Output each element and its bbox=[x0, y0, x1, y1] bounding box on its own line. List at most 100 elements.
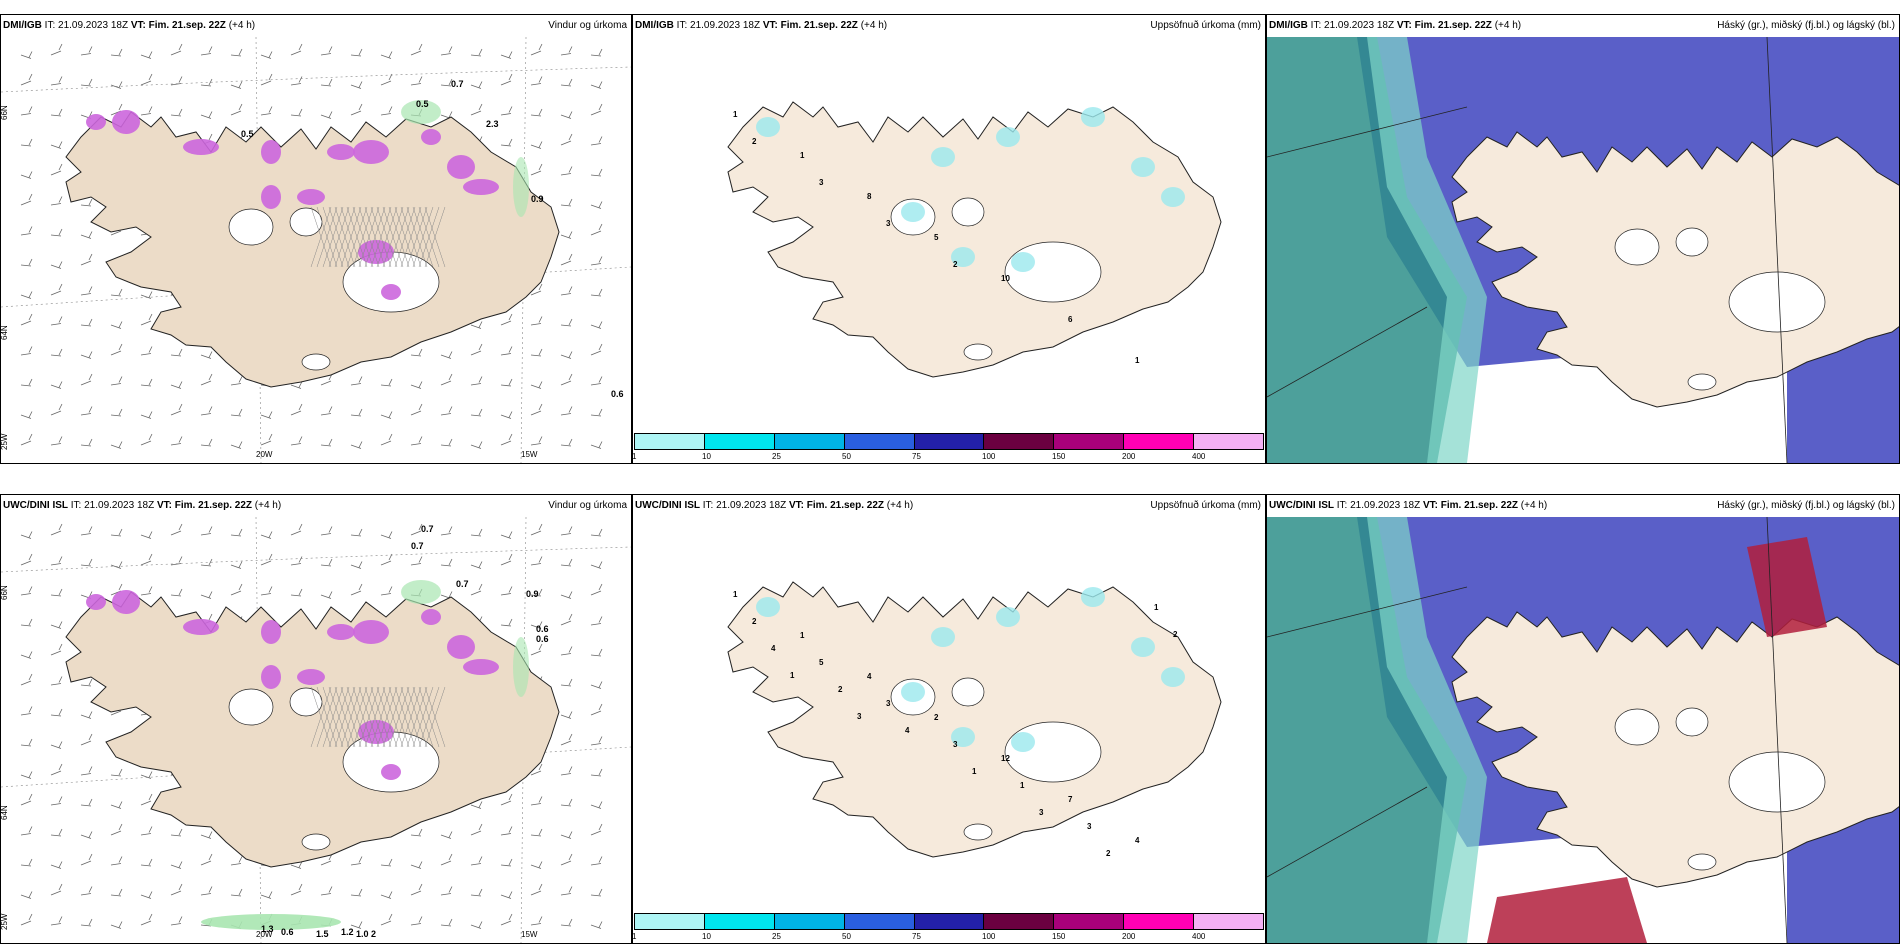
hatch-line bbox=[322, 686, 344, 748]
hatch-line bbox=[346, 206, 368, 268]
accum-cell bbox=[756, 597, 780, 617]
wind-barb bbox=[110, 768, 123, 777]
panel-header: DMI/IGB IT: 21.09.2023 18Z VT: Fim. 21.s… bbox=[1267, 15, 1899, 37]
model-source: UWC/DINI ISL bbox=[3, 500, 68, 511]
wind-barb bbox=[200, 351, 213, 359]
hatch-line bbox=[388, 686, 410, 748]
colorbar-swatch bbox=[1054, 914, 1125, 929]
wind-barb bbox=[590, 223, 603, 236]
wind-barb bbox=[200, 526, 213, 536]
colorbar-tick-label: 1 bbox=[632, 452, 637, 461]
wind-barb bbox=[170, 588, 183, 597]
iceland-landmass bbox=[1451, 611, 1899, 888]
hatch-line bbox=[316, 206, 338, 268]
precip-value-label: 2 bbox=[371, 929, 376, 939]
wind-barb bbox=[470, 408, 483, 417]
accum-value-label: 8 bbox=[867, 192, 872, 201]
accum-value-label: 1 bbox=[800, 151, 805, 160]
wind-barb bbox=[140, 531, 153, 539]
wind-barb bbox=[20, 411, 33, 419]
wind-barb bbox=[50, 76, 63, 86]
wind-barb bbox=[110, 343, 123, 356]
wind-barb bbox=[200, 111, 213, 119]
wind-barb bbox=[230, 376, 243, 386]
hatch-line bbox=[382, 206, 404, 268]
accum-value-label: 4 bbox=[1135, 836, 1140, 845]
high-cloud-dense bbox=[1747, 537, 1827, 637]
wind-barb bbox=[170, 523, 183, 536]
light-precip-area bbox=[513, 637, 529, 697]
precip-cell bbox=[297, 669, 325, 685]
wind-barb bbox=[530, 883, 543, 896]
wind-barb bbox=[110, 288, 123, 297]
accum-value-label: 12 bbox=[1001, 754, 1010, 763]
lead-time: (+4 h) bbox=[1494, 20, 1522, 31]
wind-barb bbox=[80, 853, 93, 866]
wind-barb bbox=[50, 163, 63, 176]
precip-cell bbox=[327, 144, 355, 160]
wind-barb bbox=[170, 381, 183, 389]
accum-cell bbox=[951, 247, 975, 267]
wind-barb bbox=[590, 921, 603, 929]
init-time: IT: 21.09.2023 18Z bbox=[44, 20, 129, 31]
wind-barb bbox=[500, 378, 513, 387]
wind-barb bbox=[20, 171, 33, 179]
wind-barb bbox=[440, 831, 453, 839]
colorbar-tick-label: 400 bbox=[1192, 452, 1206, 461]
accum-value-label: 1 bbox=[733, 590, 738, 599]
wind-barb bbox=[560, 166, 573, 176]
precip-areas bbox=[86, 590, 499, 780]
hatch-line bbox=[346, 686, 368, 748]
init-time: IT: 21.09.2023 18Z bbox=[70, 500, 155, 511]
wind-barb bbox=[410, 828, 423, 837]
wind-barb bbox=[470, 921, 483, 929]
wind-barb bbox=[50, 796, 63, 806]
colorbar-swatch bbox=[844, 434, 915, 449]
wind-barb bbox=[80, 253, 93, 266]
wind-barb bbox=[80, 286, 93, 296]
wind-barb bbox=[500, 313, 513, 326]
panel-title: Vindur og úrkoma bbox=[548, 20, 627, 31]
wind-barb bbox=[20, 618, 33, 627]
wind-barb bbox=[500, 891, 513, 899]
accum-value-label: 2 bbox=[752, 617, 757, 626]
wind-barb bbox=[590, 703, 603, 716]
lat-line bbox=[1, 746, 631, 788]
model-source: UWC/DINI ISL bbox=[635, 500, 700, 511]
wind-barb bbox=[500, 858, 513, 867]
wind-barb bbox=[80, 231, 93, 239]
lon-label-20w: 20W bbox=[256, 450, 273, 459]
wind-barb bbox=[470, 801, 483, 809]
precip-cell bbox=[447, 155, 475, 179]
hatch-line bbox=[328, 686, 350, 748]
wind-barb bbox=[320, 558, 333, 567]
hatch-line bbox=[394, 206, 416, 268]
accum-cell bbox=[1011, 732, 1035, 752]
wind-barb bbox=[80, 373, 93, 386]
wind-barb bbox=[110, 888, 123, 897]
light-precip-area bbox=[401, 580, 441, 604]
wind-barb bbox=[590, 408, 603, 417]
precip-cell bbox=[261, 665, 281, 689]
iceland-landmass bbox=[727, 581, 1222, 858]
wind-barb bbox=[200, 853, 213, 866]
wind-barb bbox=[20, 793, 33, 806]
precip-cell bbox=[327, 624, 355, 640]
coastline bbox=[727, 101, 1222, 378]
lon-label-15w: 15W bbox=[521, 450, 538, 459]
glacier-myrdalsjokull bbox=[963, 823, 993, 841]
wind-barb bbox=[530, 523, 543, 536]
wind-barb bbox=[590, 736, 603, 746]
coastline bbox=[1451, 131, 1899, 408]
wind-barb bbox=[410, 403, 423, 416]
light-precip-area bbox=[201, 914, 341, 930]
wind-barb bbox=[560, 591, 573, 599]
precip-cell bbox=[447, 635, 475, 659]
wind-barb bbox=[530, 556, 543, 566]
init-time: IT: 21.09.2023 18Z bbox=[676, 20, 761, 31]
hatch-line bbox=[406, 686, 428, 748]
wind-barb bbox=[470, 48, 483, 57]
wind-barb bbox=[500, 138, 513, 147]
wind-barb bbox=[290, 403, 303, 416]
colorbar-tick-label: 10 bbox=[702, 932, 711, 941]
